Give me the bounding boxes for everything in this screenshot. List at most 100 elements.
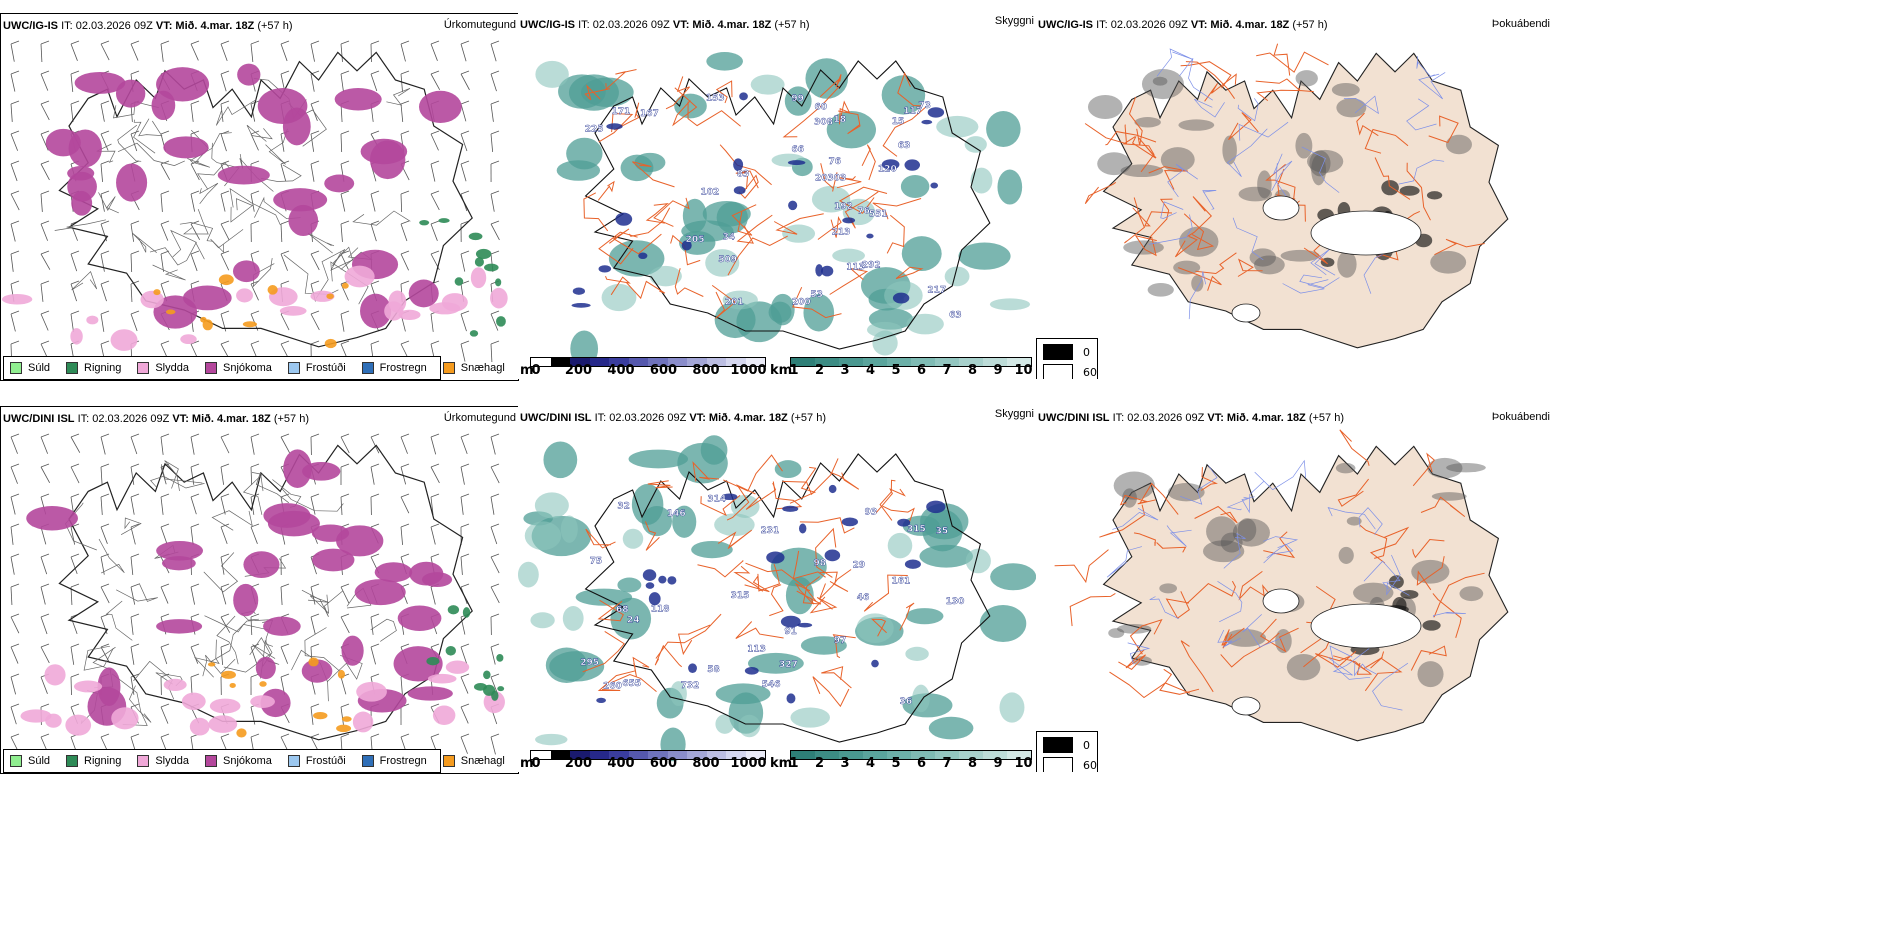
road-line: [1416, 556, 1445, 591]
road-line: [1228, 112, 1259, 141]
road-line: [727, 235, 788, 276]
road-line: [386, 87, 411, 106]
road-line: [307, 594, 330, 614]
fog-index-area: [1152, 76, 1168, 86]
snowfall-area: [397, 605, 442, 632]
visibility-value-label: 546: [762, 680, 781, 690]
snowfall-area: [161, 556, 196, 571]
precip-legend: Súld Rigning Slydda Snjókoma Frostúði Frostre…: [3, 356, 505, 380]
river-line: [1406, 98, 1437, 131]
fog-index-area: [1238, 186, 1273, 202]
terrain-height-area: [688, 663, 697, 673]
precip-legend-item: Snjókoma: [204, 755, 272, 767]
colorbar-tick: 400: [607, 756, 635, 771]
legend-label: Snjókoma: [222, 362, 272, 374]
rain-area: [496, 316, 506, 327]
sleet-area: [483, 690, 505, 714]
road-line: [246, 124, 273, 142]
visibility-area: [738, 714, 761, 738]
sleet-area: [398, 309, 421, 320]
visibility-area: [750, 74, 785, 95]
road-line: [796, 576, 822, 605]
rain-area: [426, 657, 440, 666]
terrain-height-area: [658, 575, 667, 584]
legend-swatch: [361, 362, 374, 374]
road-line: [654, 644, 683, 668]
road-line: [687, 101, 741, 127]
road-line: [821, 666, 852, 689]
sleet-area: [20, 709, 52, 723]
fog-index-area: [1336, 98, 1367, 118]
iceland-coastline: [58, 444, 473, 741]
colorbar-tick: 2: [814, 363, 825, 378]
precip-type-panel-dini: UWC/DINI ISL IT: 02.03.2026 09Z VT: Mið.…: [0, 406, 519, 774]
panel-title: UWC/DINI ISL IT: 02.03.2026 09Z VT: Mið.…: [1038, 412, 1345, 424]
colorbar-tick: 800: [692, 363, 720, 378]
fog-index-area: [1311, 154, 1327, 186]
visibility-value-label: 66: [791, 145, 804, 155]
road-line: [133, 119, 156, 154]
terrain-height-area: [897, 518, 911, 527]
river-line: [1237, 98, 1259, 122]
fog-index-area: [1257, 170, 1272, 199]
road-line: [655, 613, 722, 659]
rain-area: [496, 653, 504, 662]
road-line: [644, 521, 660, 551]
rain-area: [447, 605, 460, 615]
road-line: [117, 142, 185, 166]
fog-index-area: [1295, 70, 1318, 87]
visibility-value-label: 260: [603, 682, 622, 692]
road-line: [111, 673, 148, 726]
low-visibility-area: [674, 93, 707, 119]
visibility-area: [944, 266, 970, 287]
precip-legend-item: Rigning: [66, 755, 121, 767]
visibility-area: [912, 684, 930, 713]
low-visibility-area: [784, 86, 812, 116]
road-line: [817, 215, 842, 240]
road-line: [882, 106, 927, 157]
fog-index-area: [1431, 492, 1467, 501]
low-visibility-area: [826, 110, 876, 149]
river-line: [1194, 98, 1225, 118]
terrain-height-area: [721, 493, 738, 501]
road-line: [1337, 478, 1369, 507]
visibility-colorbar: km 1 2 3 4 5 6 7 8 9 10: [770, 355, 1036, 379]
road-line: [1428, 115, 1459, 144]
road-line: [1122, 136, 1155, 173]
road-line: [1174, 236, 1198, 258]
road-line: [665, 76, 690, 110]
snowfall-area: [374, 562, 413, 583]
sleet-area: [356, 681, 387, 702]
terrain-height-area: [828, 484, 837, 494]
terrain-height-area: [824, 549, 841, 562]
road-line: [1315, 650, 1357, 668]
river-line: [1179, 58, 1213, 101]
road-line: [794, 582, 814, 605]
road-line: [1200, 467, 1218, 491]
terrain-height-area: [926, 500, 946, 514]
fog-index-high: [1426, 191, 1443, 200]
road-line: [1156, 542, 1187, 553]
terrain-height-area: [866, 233, 874, 239]
sleet-area: [70, 328, 83, 345]
terrain-height-area: [904, 159, 921, 171]
fog-index-area: [1160, 147, 1195, 173]
colorbar-tick: 8: [967, 756, 978, 771]
road-line: [1178, 267, 1222, 291]
visibility-value-label: 113: [747, 645, 766, 655]
terrain-height-area: [786, 693, 796, 704]
snowfall-area: [156, 541, 204, 561]
road-line: [744, 574, 770, 593]
visibility-value-label: 509: [718, 255, 737, 265]
low-visibility-area: [617, 577, 642, 593]
fog-index-area: [1179, 226, 1219, 257]
visibility-value-label: 192: [834, 202, 853, 212]
road-line: [164, 460, 180, 492]
colorbar-unit: m: [520, 363, 534, 378]
sleet-area: [1, 294, 33, 305]
road-line: [1356, 112, 1379, 137]
road-line: [773, 213, 824, 235]
road-line: [871, 618, 887, 637]
colorbar-tick: 3: [840, 756, 850, 771]
river-line: [1149, 596, 1180, 620]
